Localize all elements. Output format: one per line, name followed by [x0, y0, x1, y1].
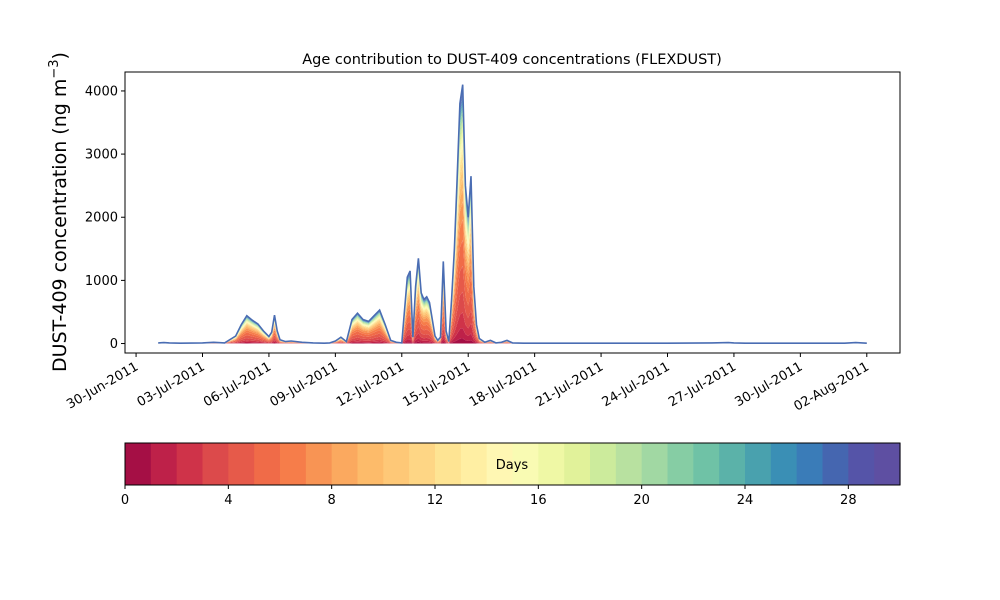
y-axis-label: DUST-409 concentration (ng m−3)	[47, 52, 71, 372]
age-layer-day-22	[158, 105, 867, 344]
colorbar-segment	[564, 443, 591, 485]
colorbar-segment	[150, 443, 178, 485]
colorbar-segment	[667, 443, 694, 485]
x-tick-label: 30-Jun-2011	[64, 359, 141, 412]
colorbar-segment	[745, 443, 772, 485]
age-layer-day-6	[158, 219, 867, 344]
colorbar-segment	[435, 443, 462, 485]
age-layer-day-5	[158, 240, 867, 344]
age-layer-day-16	[158, 131, 867, 344]
age-layer-day-20	[158, 110, 867, 344]
age-layer-day-13	[158, 146, 867, 344]
age-layer-day-15	[158, 136, 867, 344]
y-tick-label: 4000	[85, 84, 118, 99]
x-tick-label: 09-Jul-2011	[268, 359, 341, 410]
age-layer-day-18	[158, 120, 867, 344]
colorbar-segment	[874, 443, 901, 485]
colorbar-segment	[202, 443, 229, 485]
colorbar-segment	[719, 443, 746, 485]
y-axis: 0 1000 2000 3000 4000	[85, 84, 125, 352]
total-concentration-line	[158, 84, 867, 345]
age-layer-day-10	[158, 167, 867, 344]
colorbar-segment	[770, 443, 798, 485]
colorbar-segment	[383, 443, 410, 485]
x-tick-label: 02-Aug-2011	[791, 359, 871, 414]
age-layer-day-7	[158, 201, 867, 344]
age-layer-day-12	[158, 151, 867, 344]
y-axis-label-main: DUST-409 concentration (ng m	[49, 79, 71, 372]
x-tick-label: 03-Jul-2011	[135, 359, 208, 410]
x-tick-label: 15-Jul-2011	[400, 359, 473, 410]
age-layer-day-28	[158, 89, 867, 344]
colorbar-tick-label: 28	[840, 493, 857, 508]
age-layer-day-26	[158, 95, 867, 344]
colorbar-segment	[693, 443, 720, 485]
age-layer-day-23	[158, 102, 867, 344]
age-layer-day-14	[158, 141, 867, 344]
y-tick-label: 3000	[85, 148, 118, 163]
x-tick-label: 24-Jul-2011	[600, 359, 673, 410]
colorbar-tick-label: 0	[121, 493, 129, 508]
plot-frame	[124, 71, 901, 354]
x-tick-label: 27-Jul-2011	[666, 359, 739, 410]
stacked-area-layers	[158, 84, 867, 344]
colorbar-segment	[331, 443, 359, 485]
colorbar	[125, 443, 901, 485]
x-tick-label: 06-Jul-2011	[201, 359, 274, 410]
age-layer-day-29	[158, 84, 867, 344]
colorbar-tick-label: 24	[737, 493, 754, 508]
age-layer-day-25	[158, 97, 867, 344]
colorbar-segment	[641, 443, 669, 485]
age-layer-day-17	[158, 126, 867, 344]
y-tick-label: 1000	[85, 274, 118, 289]
colorbar-segment	[615, 443, 643, 485]
age-layer-day-19	[158, 115, 867, 344]
colorbar-segment	[590, 443, 617, 485]
x-tick-label: 18-Jul-2011	[467, 359, 540, 410]
colorbar-segment	[796, 443, 824, 485]
age-layer-day-11	[158, 159, 867, 344]
x-axis: 30-Jun-201103-Jul-201106-Jul-201109-Jul-…	[64, 353, 872, 415]
colorbar-segment	[848, 443, 875, 485]
colorbar-segment	[305, 443, 333, 485]
colorbar-ticks: 0 4 8 12 16 20 24 28	[121, 485, 857, 508]
age-layer-day-21	[158, 107, 867, 344]
colorbar-segment	[409, 443, 436, 485]
colorbar-segment	[176, 443, 204, 485]
y-tick-label: 2000	[85, 211, 118, 226]
colorbar-segment	[538, 443, 565, 485]
age-layer-day-9	[158, 177, 867, 344]
y-tick-label: 0	[110, 337, 118, 352]
colorbar-segment	[280, 443, 307, 485]
colorbar-segment	[512, 443, 539, 485]
age-layer-day-8	[158, 188, 867, 344]
y-axis-label-close: )	[49, 52, 71, 59]
colorbar-tick-label: 8	[328, 493, 336, 508]
colorbar-segment	[254, 443, 281, 485]
x-tick-label: 21-Jul-2011	[533, 359, 606, 410]
colorbar-segment	[357, 443, 384, 485]
colorbar-tick-label: 16	[530, 493, 547, 508]
colorbar-tick-label: 20	[633, 493, 650, 508]
colorbar-label: Days	[496, 458, 529, 473]
colorbar-segment	[486, 443, 514, 485]
chart-title: Age contribution to DUST-409 concentrati…	[302, 52, 722, 68]
colorbar-tick-label: 12	[427, 493, 444, 508]
age-layer-day-27	[158, 92, 867, 344]
colorbar-segment	[822, 443, 849, 485]
colorbar-frame	[124, 442, 901, 486]
age-layer-day-24	[158, 100, 867, 344]
colorbar-tick-label: 4	[224, 493, 232, 508]
colorbar-segment	[125, 443, 152, 485]
colorbar-segment	[228, 443, 255, 485]
x-tick-label: 12-Jul-2011	[334, 359, 407, 410]
colorbar-segment	[460, 443, 488, 485]
y-axis-label-superscript: −3	[47, 59, 62, 78]
